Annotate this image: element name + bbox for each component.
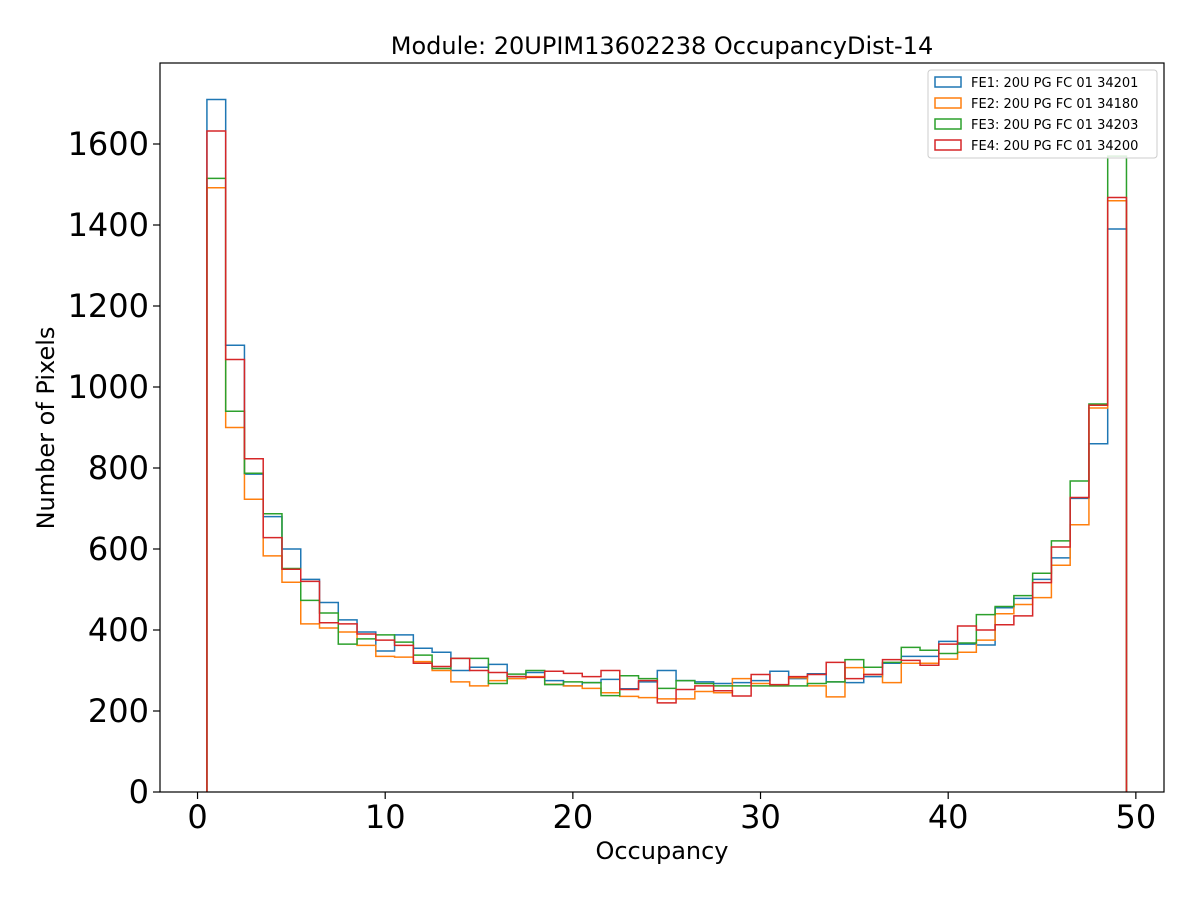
x-tick-label: 30 <box>740 798 781 836</box>
y-tick-label: 1000 <box>68 368 149 406</box>
y-tick-label: 600 <box>88 530 149 568</box>
y-tick-label: 1600 <box>68 125 149 163</box>
legend-swatch-fe3 <box>934 118 962 130</box>
legend-swatch-fe4 <box>934 139 962 151</box>
series-fe3-histogram <box>206 155 1128 792</box>
legend-label-fe2: FE2: 20U PG FC 01 34180 <box>971 97 1138 112</box>
y-axis-label: Number of Pixels <box>32 327 60 530</box>
legend-label-fe1: FE1: 20U PG FC 01 34201 <box>971 76 1138 91</box>
y-tick-label: 1400 <box>68 206 149 244</box>
legend: FE1: 20U PG FC 01 34201 FE2: 20U PG FC 01… <box>927 69 1158 159</box>
legend-box <box>927 69 1158 159</box>
x-tick-label: 10 <box>365 798 406 836</box>
y-tick-label: 0 <box>129 773 149 811</box>
y-tick-label: 200 <box>88 692 149 730</box>
legend-swatch-fe2 <box>934 97 962 109</box>
legend-swatch-fe1 <box>934 76 962 88</box>
x-axis-label: Occupancy <box>595 837 728 865</box>
legend-label-fe4: FE4: 20U PG FC 01 34200 <box>971 139 1138 154</box>
y-tick-label: 400 <box>88 611 149 649</box>
x-axis: 0 10 20 30 40 50 <box>187 792 1156 836</box>
x-tick-label: 20 <box>553 798 594 836</box>
y-tick-label: 1200 <box>68 287 149 325</box>
x-tick-label: 0 <box>187 798 207 836</box>
plot-area-frame <box>159 62 1165 793</box>
y-axis: 0 200 400 600 800 1000 1200 1400 1600 <box>68 125 160 811</box>
y-tick-label: 800 <box>88 449 149 487</box>
chart-title: Module: 20UPIM13602238 OccupancyDist-14 <box>391 32 933 60</box>
series-fe2-histogram <box>206 186 1128 792</box>
series-fe4-histogram <box>206 130 1128 792</box>
legend-label-fe3: FE3: 20U PG FC 01 34203 <box>971 118 1138 133</box>
series-layer <box>206 98 1128 792</box>
x-tick-label: 50 <box>1115 798 1156 836</box>
x-tick-label: 40 <box>928 798 969 836</box>
